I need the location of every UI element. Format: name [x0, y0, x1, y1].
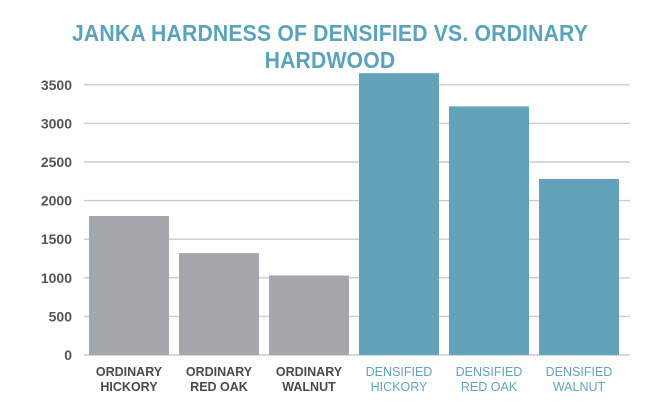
bar-ordinary-hickory: [89, 216, 169, 355]
bar-ordinary-red-oak: [179, 253, 259, 355]
y-tick-label: 2500: [41, 154, 72, 170]
y-tick-label: 1500: [41, 231, 72, 247]
x-tick-label: DENSIFIED: [366, 365, 433, 379]
x-tick-label: WALNUT: [282, 380, 336, 394]
chart-title: JANKA HARDNESS OF DENSIFIED VS. ORDINARY…: [71, 20, 589, 73]
bar-densified-walnut: [539, 178, 619, 355]
x-tick-label: RED OAK: [190, 380, 248, 394]
x-tick-label: ORDINARY: [186, 365, 253, 379]
y-tick-label: 2000: [41, 193, 72, 209]
bar-densified-hickory: [359, 73, 439, 355]
y-tick-label: 500: [49, 308, 73, 324]
y-axis-ticks: 0 500 1000 1500 2000 2500 3000 3500: [41, 77, 72, 363]
bars: [89, 73, 619, 355]
y-tick-label: 3500: [41, 77, 72, 93]
x-tick-label: DENSIFIED: [546, 365, 613, 379]
bar-ordinary-walnut: [269, 275, 349, 355]
x-tick-label: HICKORY: [100, 380, 158, 394]
y-tick-label: 1000: [41, 270, 72, 286]
x-tick-label: WALNUT: [553, 380, 606, 394]
bar-densified-red-oak: [449, 106, 529, 355]
x-tick-label: RED OAK: [461, 380, 518, 394]
x-tick-label: HICKORY: [371, 380, 428, 394]
x-tick-label: DENSIFIED: [456, 365, 523, 379]
y-tick-label: 3000: [41, 115, 72, 131]
y-tick-label: 0: [64, 347, 72, 363]
x-tick-label: ORDINARY: [96, 365, 163, 379]
x-tick-label: ORDINARY: [276, 365, 343, 379]
